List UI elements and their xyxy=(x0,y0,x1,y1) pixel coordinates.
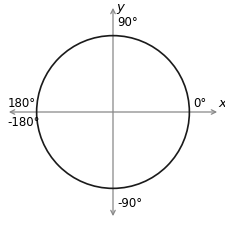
Text: 90°: 90° xyxy=(117,16,138,29)
Text: -180°: -180° xyxy=(8,116,40,128)
Text: -90°: -90° xyxy=(117,196,142,209)
Text: 0°: 0° xyxy=(192,97,205,109)
Text: 180°: 180° xyxy=(8,97,36,109)
Text: x: x xyxy=(217,97,225,109)
Text: y: y xyxy=(116,1,123,14)
